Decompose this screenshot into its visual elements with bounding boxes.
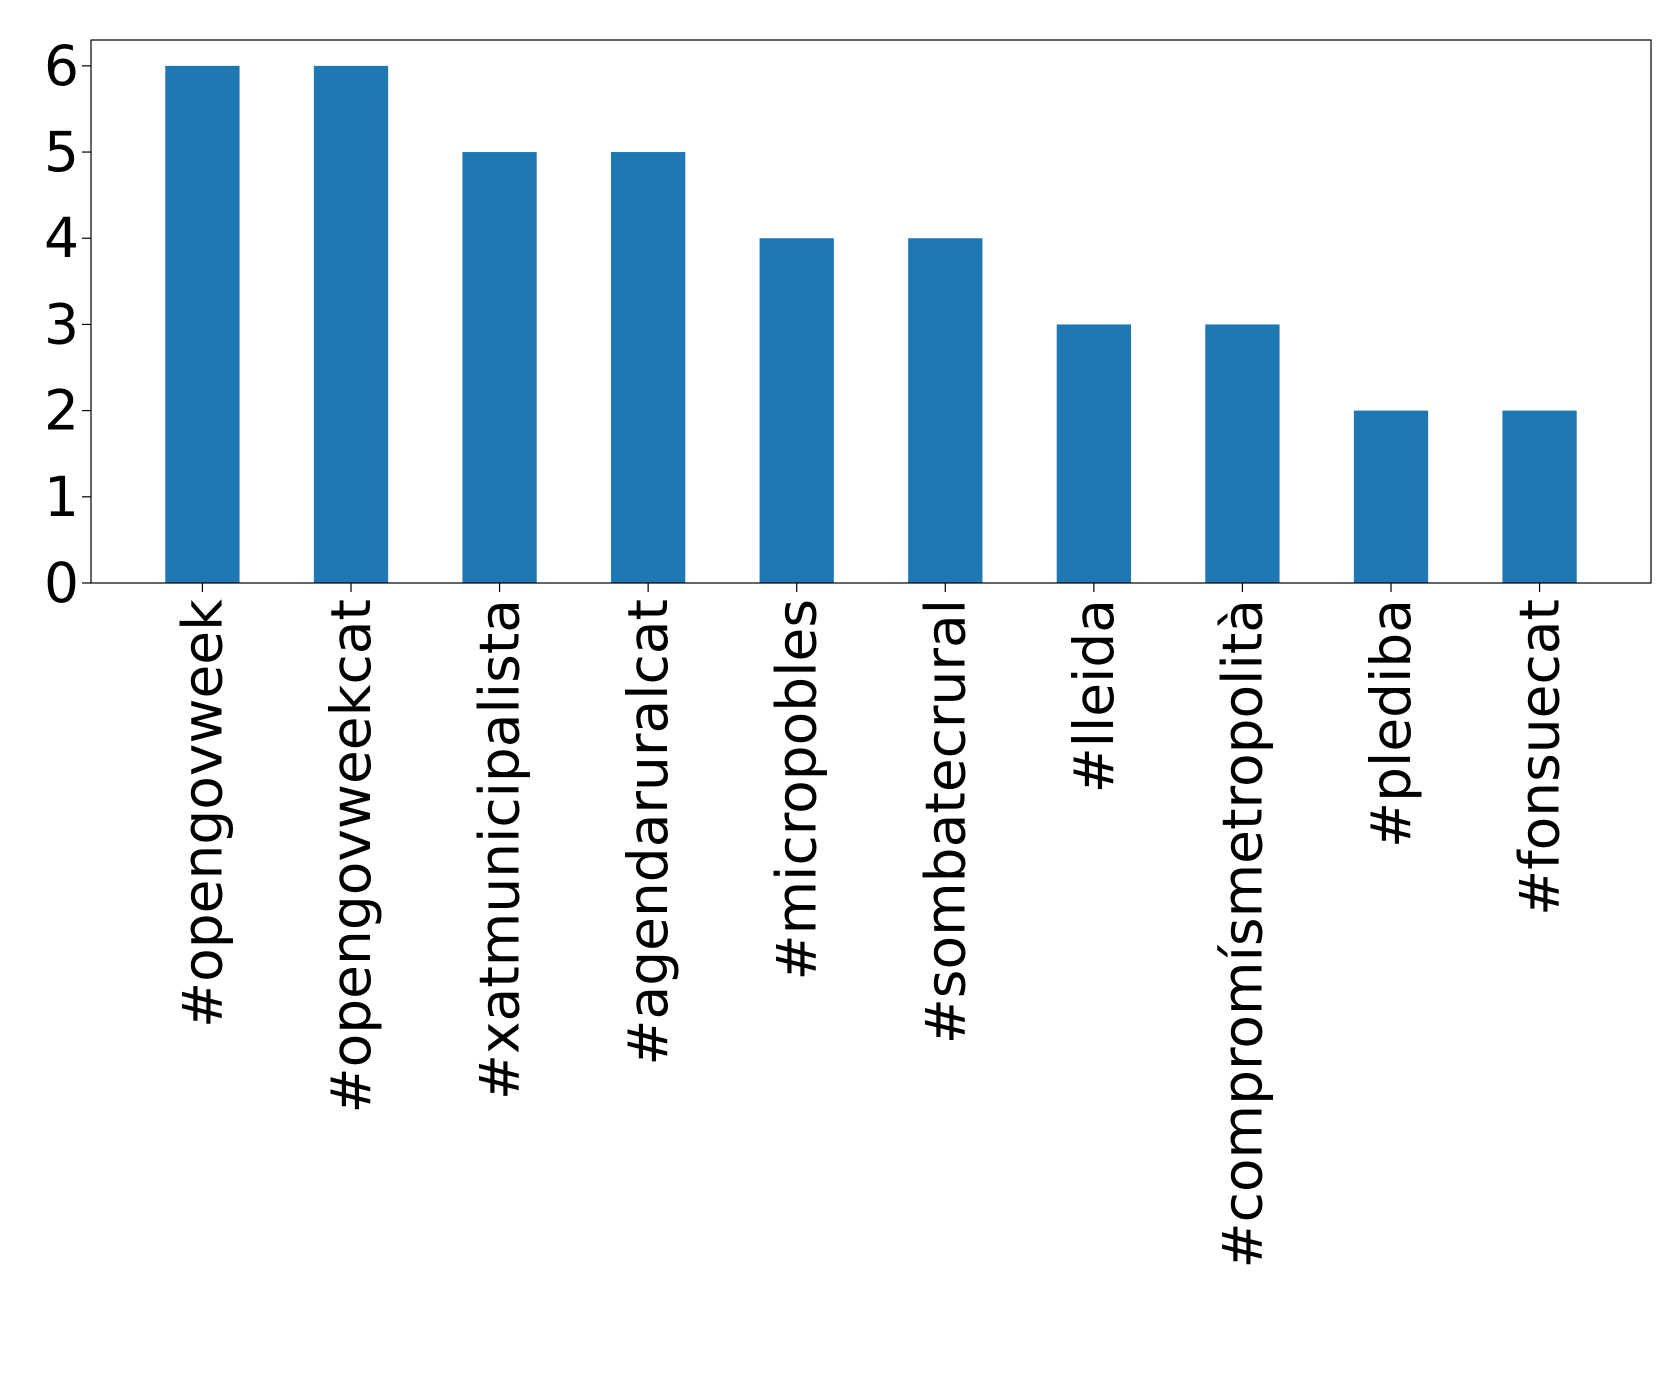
bar-5 (908, 238, 983, 583)
y-tick-label-0: 0 (44, 551, 79, 615)
y-axis: 0 1 2 3 4 5 6 (44, 34, 91, 615)
bar-9 (1502, 410, 1577, 583)
x-tick-label-9: #fonsuecat (1508, 599, 1572, 916)
y-tick-label-2: 2 (44, 379, 79, 443)
plot-frame (90, 39, 1652, 584)
x-tick-label-2: #xatmunicipalista (468, 599, 532, 1100)
bar-3 (611, 152, 686, 584)
bar-2 (462, 152, 537, 584)
bar-8 (1353, 410, 1429, 583)
x-tick-label-3: #agendaruralcat (616, 599, 680, 1066)
x-tick-label-0: #opengovweek (170, 599, 234, 1028)
bar-0 (165, 65, 240, 584)
bars-layer (165, 65, 1577, 584)
x-axis: #opengovweek #opengovweekcat #xatmunicipal… (170, 583, 1572, 1268)
bar-4 (759, 238, 834, 583)
bar-6 (1056, 324, 1131, 583)
x-tick-label-8: #plediba (1359, 599, 1423, 848)
y-tick-label-3: 3 (44, 292, 79, 356)
y-tick-label-6: 6 (44, 34, 79, 98)
x-tick-label-7: #compromísmetropolità (1210, 599, 1274, 1268)
bar-7 (1205, 324, 1280, 583)
x-tick-label-5: #sombatecrural (913, 599, 977, 1044)
y-tick-label-1: 1 (44, 465, 79, 529)
y-tick-label-4: 4 (44, 206, 79, 270)
y-tick-label-5: 5 (44, 120, 79, 184)
x-tick-label-1: #opengovweekcat (319, 599, 383, 1113)
bar-1 (313, 65, 389, 584)
x-tick-label-6: #lleida (1062, 599, 1126, 793)
x-tick-label-4: #micropobles (765, 599, 829, 980)
